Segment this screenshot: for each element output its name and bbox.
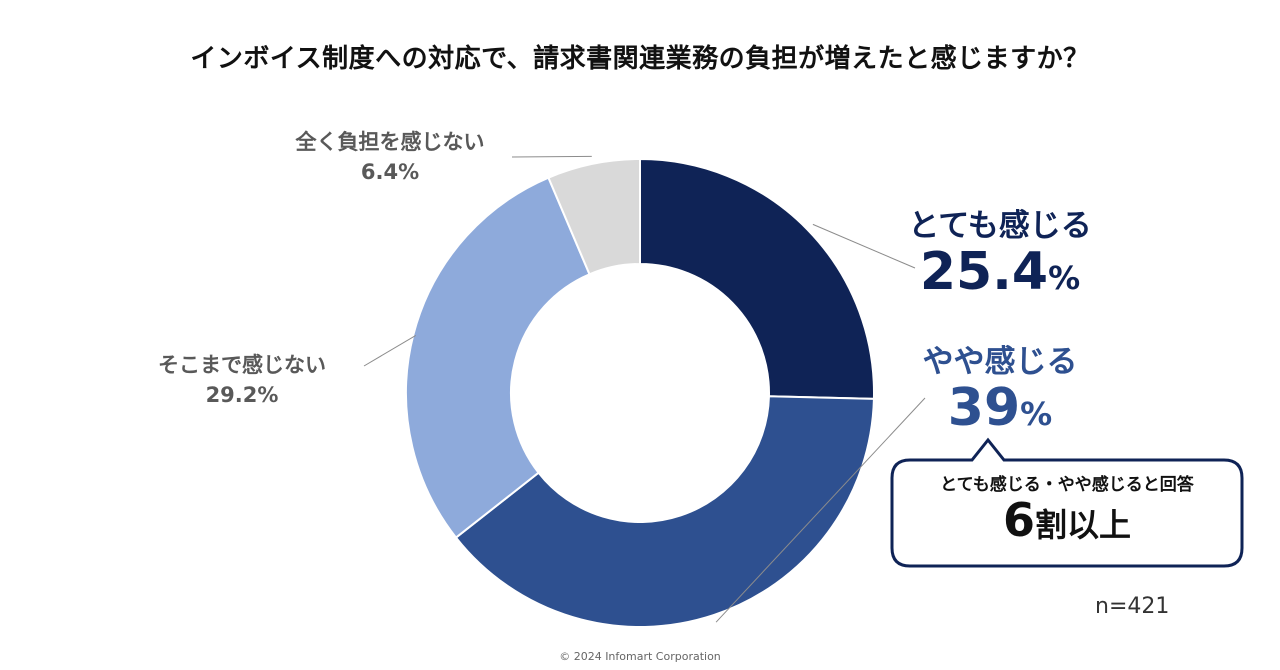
label-not-at-all-name: 全く負担を感じない [295,130,485,154]
label-not-so-much: そこまで感じない 29.2% [92,349,392,407]
label-very-much-name: とても感じる [908,208,1092,244]
callout-caption: とても感じる・やや感じると回答 [940,475,1194,495]
label-somewhat-value: 39% [947,378,1053,438]
leader-somewhat [715,397,926,623]
leader-very-much [812,223,916,269]
callout-main: 6割以上 [1002,493,1132,547]
label-not-so-much-value: 29.2% [205,383,279,407]
leader-not-so-much [363,334,417,367]
leader-not-at-all [511,155,592,158]
label-not-at-all-value: 6.4% [360,160,420,184]
sample-size: n=421 [1095,594,1170,619]
label-not-so-much-name: そこまで感じない [158,353,326,377]
label-somewhat: やや感じる 39% [850,336,1150,436]
slice-not-so-much [405,176,591,539]
label-somewhat-name: やや感じる [922,344,1078,380]
label-very-much-value: 25.4% [919,242,1081,302]
copyright: © 2024 Infomart Corporation [559,650,721,663]
slice-very-much [639,157,875,400]
callout-box: とても感じる・やや感じると回答 6割以上 [892,470,1242,546]
chart-title: インボイス制度への対応で、請求書関連業務の負担が増えたと感じますか？ [190,44,1090,74]
slice-not-at-all [547,157,641,276]
callout-bubble [890,437,1244,568]
label-not-at-all: 全く負担を感じない 6.4% [240,126,540,184]
slice-somewhat [454,395,875,628]
label-very-much: とても感じる 25.4% [850,200,1150,300]
